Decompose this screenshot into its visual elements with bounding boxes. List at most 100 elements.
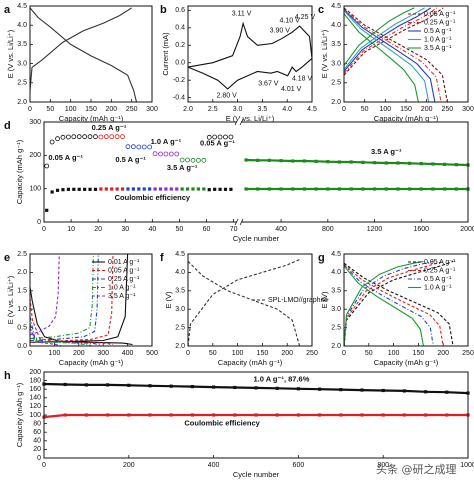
axis-break-gap bbox=[237, 219, 242, 225]
axis-break bbox=[234, 118, 239, 126]
data-point bbox=[175, 187, 179, 191]
data-point bbox=[326, 187, 330, 191]
data-point bbox=[120, 187, 125, 191]
y-tick-label: 2.0 bbox=[175, 343, 185, 350]
data-point bbox=[207, 188, 211, 192]
panel-a: a 2.0 2.5 3.0 3.5 4.0 4.5 0 50 100 150 200 250 300 Cap… bbox=[4, 3, 158, 123]
data-point bbox=[148, 384, 152, 388]
data-point bbox=[407, 187, 412, 191]
y-tick-label: 3.0 bbox=[17, 60, 27, 67]
data-point bbox=[381, 388, 385, 393]
x-tick-label: 800 bbox=[377, 462, 389, 469]
x-tick-label: 200 bbox=[421, 106, 433, 113]
panel-f: f 2.0 2.5 3.0 3.5 4.0 4.5 0 50 100 150 200 250 Capaci… bbox=[160, 251, 328, 367]
x-tick-label: 400 bbox=[275, 226, 287, 233]
y-tick-label: 4.0 bbox=[175, 269, 185, 276]
x-tick-label: 150 bbox=[400, 106, 412, 113]
data-point bbox=[407, 161, 412, 165]
y-tick-label: 20 bbox=[33, 446, 41, 453]
plot-area bbox=[29, 253, 133, 347]
series-line bbox=[29, 253, 99, 342]
data-point bbox=[296, 413, 300, 417]
data-point bbox=[106, 383, 110, 387]
x-tick-label: 50 bbox=[176, 226, 184, 233]
legend-label: 0.05 A g⁻¹ bbox=[424, 259, 456, 266]
x-tick-label: 0 bbox=[342, 106, 346, 113]
data-point bbox=[115, 187, 119, 191]
data-point bbox=[76, 134, 82, 140]
data-point bbox=[158, 151, 163, 157]
data-point bbox=[254, 413, 258, 417]
x-tick-label: 100 bbox=[49, 350, 61, 357]
data-point bbox=[267, 158, 272, 162]
data-point bbox=[153, 187, 157, 191]
x-tick-label: 50 bbox=[209, 350, 217, 357]
data-point bbox=[99, 187, 103, 191]
y-tick-label: 140 bbox=[29, 395, 41, 402]
annotation: 3.5 A g⁻¹ bbox=[371, 147, 402, 156]
data-point bbox=[419, 187, 423, 191]
panel-d: d 0 100 200 300 0 10 20 30 40 50 60 70 400 800 1200 1600… bbox=[4, 118, 474, 243]
data-point bbox=[372, 187, 377, 191]
x-tick-label: 400 bbox=[122, 350, 134, 357]
plot-frame bbox=[187, 253, 313, 347]
y-tick-label: 4.0 bbox=[331, 22, 341, 29]
y-tick-label: 4.0 bbox=[331, 269, 341, 276]
x-tick-label: 3.0 bbox=[233, 106, 243, 113]
legend-label: 0.5 A g⁻¹ bbox=[424, 276, 452, 283]
x-tick-label: 150 bbox=[85, 106, 97, 113]
y-axis-label: Capacity (mAh g⁻¹) bbox=[15, 382, 24, 447]
y-tick-label: 2.5 bbox=[17, 251, 27, 258]
y-tick-label: 2.5 bbox=[175, 324, 185, 331]
data-point bbox=[296, 387, 300, 391]
data-point bbox=[185, 187, 190, 191]
x-tick-label: 2.5 bbox=[208, 106, 218, 113]
x-tick-label: 1600 bbox=[413, 226, 429, 233]
data-point bbox=[212, 134, 218, 140]
data-point bbox=[120, 134, 125, 140]
y-tick-label: 0.4 bbox=[175, 25, 185, 32]
panel-g: g 2.0 2.5 3.0 3.5 4.0 4.5 0 50 100 150 200 250 Capaci… bbox=[318, 251, 474, 367]
y-tick-label: 4.5 bbox=[331, 3, 341, 10]
series-line bbox=[343, 265, 424, 347]
x-axis-label: Capacity (mAh g⁻¹) bbox=[374, 358, 439, 367]
data-point bbox=[445, 413, 449, 417]
x-tick-label: 300 bbox=[97, 350, 109, 357]
data-point bbox=[55, 188, 60, 192]
data-point bbox=[83, 187, 87, 191]
data-point bbox=[61, 188, 65, 192]
y-axis-label: E (V) bbox=[164, 291, 173, 309]
y-tick-label: 300 bbox=[29, 119, 41, 126]
y-tick-label: 3.5 bbox=[331, 288, 341, 295]
data-point bbox=[396, 161, 400, 165]
data-point bbox=[291, 187, 295, 191]
x-tick-label: 100 bbox=[65, 106, 77, 113]
x-tick-label: 2.0 bbox=[183, 106, 193, 113]
data-point bbox=[244, 187, 248, 191]
data-point bbox=[275, 386, 279, 390]
data-point bbox=[361, 160, 365, 164]
y-tick-label: 4.5 bbox=[331, 251, 341, 258]
data-point bbox=[126, 187, 130, 191]
data-point bbox=[223, 187, 228, 191]
annotation: 2.80 V bbox=[217, 93, 238, 100]
x-tick-label: 50 bbox=[361, 106, 369, 113]
data-point bbox=[314, 187, 318, 191]
panel-letter: h bbox=[4, 370, 11, 382]
data-point bbox=[77, 187, 81, 191]
data-point bbox=[275, 413, 279, 417]
series-line bbox=[187, 21, 313, 68]
series-line bbox=[29, 253, 94, 340]
x-tick-label: 0 bbox=[28, 106, 32, 113]
data-point bbox=[302, 159, 307, 163]
annotation: Coulombic efficiency bbox=[184, 419, 260, 428]
data-point bbox=[63, 413, 67, 417]
annotation: 1.0 A g⁻¹ bbox=[151, 137, 182, 146]
data-point bbox=[233, 413, 237, 417]
series-line bbox=[343, 262, 454, 347]
y-tick-label: 4.5 bbox=[175, 251, 185, 258]
data-point bbox=[337, 187, 342, 191]
plot-area bbox=[42, 382, 470, 419]
